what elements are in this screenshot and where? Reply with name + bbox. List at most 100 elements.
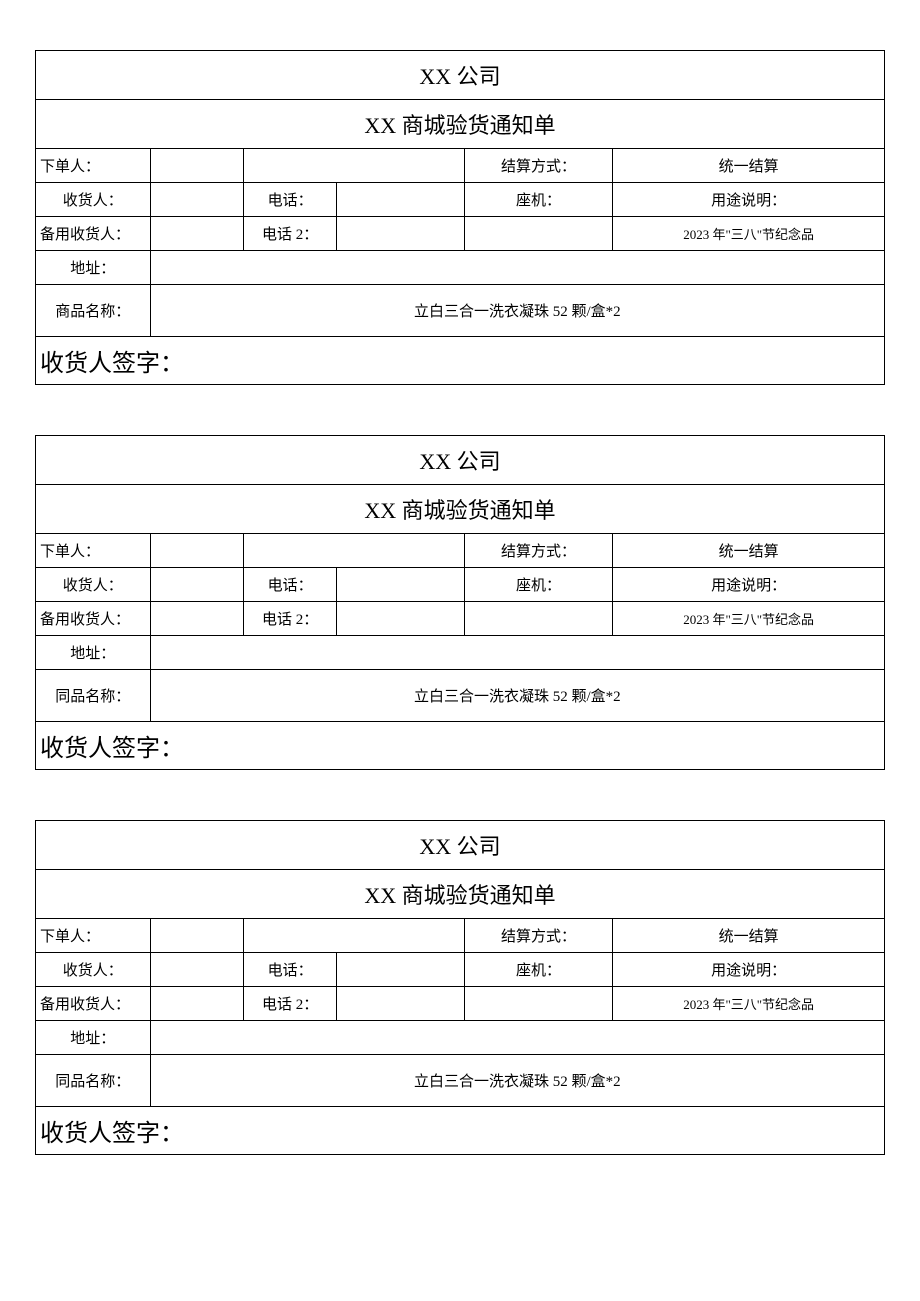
orderer-label: 下单人： (36, 149, 151, 183)
receiver-value (150, 568, 243, 602)
backup-receiver-label: 备用收货人： (36, 602, 151, 636)
orderer-label: 下单人： (36, 534, 151, 568)
landline-value (464, 217, 613, 251)
delivery-form-table: XX 公司 XX 商城验货通知单 下单人： 结算方式： 统一结算 收货人： 电话… (35, 50, 885, 385)
orderer-blank (243, 919, 464, 953)
backup-receiver-row: 备用收货人： 电话 2： 2023 年"三八"节纪念品 (36, 217, 885, 251)
orderer-value (150, 919, 243, 953)
settlement-value: 统一结算 (613, 534, 885, 568)
orderer-value (150, 534, 243, 568)
phone2-value (337, 217, 464, 251)
address-label: 地址： (36, 636, 151, 670)
orderer-blank (243, 149, 464, 183)
product-row: 商品名称： 立白三合一洗衣凝珠 52 颗/盒*2 (36, 285, 885, 337)
signature-row: 收货人签字： (36, 722, 885, 770)
company-header-row: XX 公司 (36, 51, 885, 100)
address-row: 地址： (36, 636, 885, 670)
product-row: 同品名称： 立白三合一洗衣凝珠 52 颗/盒*2 (36, 670, 885, 722)
orderer-label: 下单人： (36, 919, 151, 953)
usage-label: 用途说明： (613, 183, 885, 217)
receiver-label: 收货人： (36, 568, 151, 602)
address-value (150, 251, 884, 285)
address-row: 地址： (36, 251, 885, 285)
company-header-row: XX 公司 (36, 436, 885, 485)
usage-label: 用途说明： (613, 568, 885, 602)
landline-label: 座机： (464, 568, 613, 602)
settlement-label: 结算方式： (464, 919, 613, 953)
signature-label: 收货人签字： (36, 337, 885, 385)
phone2-value (337, 602, 464, 636)
usage-value: 2023 年"三八"节纪念品 (613, 987, 885, 1021)
phone-value (337, 568, 464, 602)
receiver-row: 收货人： 电话： 座机： 用途说明： (36, 183, 885, 217)
product-value: 立白三合一洗衣凝珠 52 颗/盒*2 (150, 1055, 884, 1107)
backup-receiver-label: 备用收货人： (36, 987, 151, 1021)
address-label: 地址： (36, 1021, 151, 1055)
receiver-row: 收货人： 电话： 座机： 用途说明： (36, 953, 885, 987)
backup-receiver-value (150, 217, 243, 251)
receiver-row: 收货人： 电话： 座机： 用途说明： (36, 568, 885, 602)
settlement-label: 结算方式： (464, 149, 613, 183)
product-value: 立白三合一洗衣凝珠 52 颗/盒*2 (150, 285, 884, 337)
delivery-form-table: XX 公司 XX 商城验货通知单 下单人： 结算方式： 统一结算 收货人： 电话… (35, 820, 885, 1155)
address-value (150, 1021, 884, 1055)
company-name: XX 公司 (36, 821, 885, 870)
orderer-row: 下单人： 结算方式： 统一结算 (36, 534, 885, 568)
receiver-label: 收货人： (36, 183, 151, 217)
phone-value (337, 953, 464, 987)
signature-label: 收货人签字： (36, 722, 885, 770)
product-label: 同品名称： (36, 1055, 151, 1107)
company-header-row: XX 公司 (36, 821, 885, 870)
form-title: XX 商城验货通知单 (36, 485, 885, 534)
landline-value (464, 987, 613, 1021)
phone2-label: 电话 2： (243, 217, 336, 251)
form-title: XX 商城验货通知单 (36, 870, 885, 919)
landline-label: 座机： (464, 953, 613, 987)
landline-value (464, 602, 613, 636)
receiver-value (150, 953, 243, 987)
backup-receiver-row: 备用收货人： 电话 2： 2023 年"三八"节纪念品 (36, 602, 885, 636)
usage-label: 用途说明： (613, 953, 885, 987)
form-block-3: XX 公司 XX 商城验货通知单 下单人： 结算方式： 统一结算 收货人： 电话… (35, 820, 885, 1155)
backup-receiver-value (150, 602, 243, 636)
settlement-label: 结算方式： (464, 534, 613, 568)
orderer-blank (243, 534, 464, 568)
phone2-label: 电话 2： (243, 987, 336, 1021)
settlement-value: 统一结算 (613, 919, 885, 953)
company-name: XX 公司 (36, 51, 885, 100)
address-label: 地址： (36, 251, 151, 285)
product-label: 同品名称： (36, 670, 151, 722)
form-block-1: XX 公司 XX 商城验货通知单 下单人： 结算方式： 统一结算 收货人： 电话… (35, 50, 885, 385)
phone2-label: 电话 2： (243, 602, 336, 636)
phone2-value (337, 987, 464, 1021)
backup-receiver-row: 备用收货人： 电话 2： 2023 年"三八"节纪念品 (36, 987, 885, 1021)
landline-label: 座机： (464, 183, 613, 217)
signature-label: 收货人签字： (36, 1107, 885, 1155)
form-title: XX 商城验货通知单 (36, 100, 885, 149)
receiver-value (150, 183, 243, 217)
usage-value: 2023 年"三八"节纪念品 (613, 217, 885, 251)
orderer-row: 下单人： 结算方式： 统一结算 (36, 149, 885, 183)
company-name: XX 公司 (36, 436, 885, 485)
title-row: XX 商城验货通知单 (36, 485, 885, 534)
address-value (150, 636, 884, 670)
backup-receiver-value (150, 987, 243, 1021)
signature-row: 收货人签字： (36, 337, 885, 385)
receiver-label: 收货人： (36, 953, 151, 987)
phone-label: 电话： (243, 183, 336, 217)
product-label: 商品名称： (36, 285, 151, 337)
orderer-value (150, 149, 243, 183)
backup-receiver-label: 备用收货人： (36, 217, 151, 251)
signature-row: 收货人签字： (36, 1107, 885, 1155)
form-block-2: XX 公司 XX 商城验货通知单 下单人： 结算方式： 统一结算 收货人： 电话… (35, 435, 885, 770)
settlement-value: 统一结算 (613, 149, 885, 183)
phone-label: 电话： (243, 953, 336, 987)
title-row: XX 商城验货通知单 (36, 870, 885, 919)
delivery-form-table: XX 公司 XX 商城验货通知单 下单人： 结算方式： 统一结算 收货人： 电话… (35, 435, 885, 770)
product-value: 立白三合一洗衣凝珠 52 颗/盒*2 (150, 670, 884, 722)
usage-value: 2023 年"三八"节纪念品 (613, 602, 885, 636)
address-row: 地址： (36, 1021, 885, 1055)
title-row: XX 商城验货通知单 (36, 100, 885, 149)
phone-label: 电话： (243, 568, 336, 602)
phone-value (337, 183, 464, 217)
